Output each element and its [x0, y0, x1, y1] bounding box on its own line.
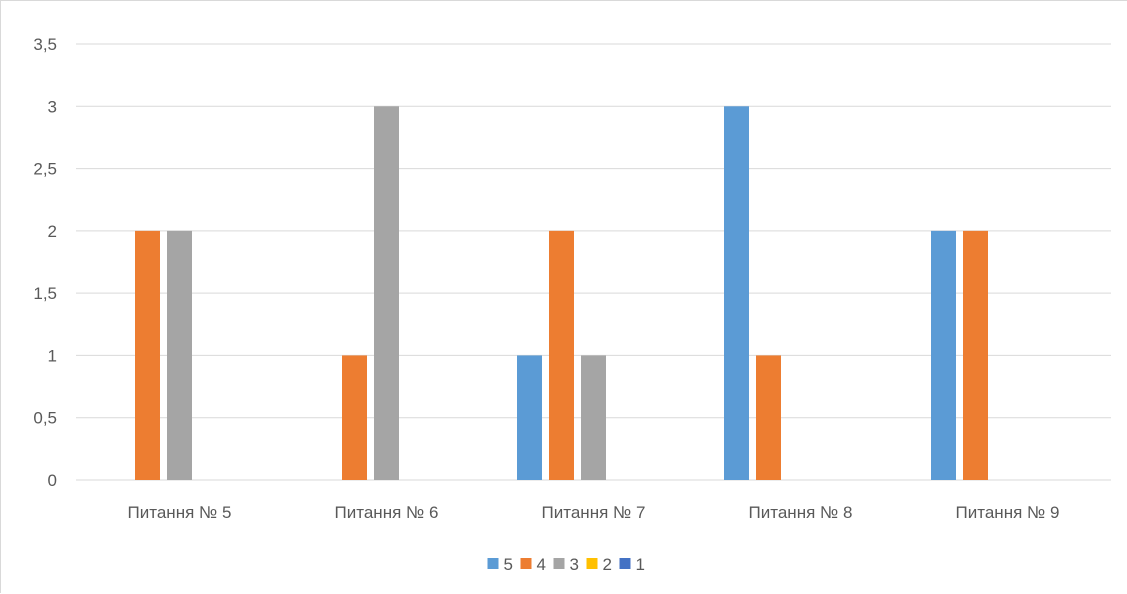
legend-swatch: [487, 558, 499, 569]
bar-series-5-5: [931, 230, 956, 480]
bar-series-4-1: [135, 230, 160, 480]
legend-label: 1: [636, 555, 645, 574]
legend-swatch: [520, 558, 532, 569]
bar-series-3-2: [374, 106, 399, 481]
legend-label: 3: [570, 555, 579, 574]
bar-series-5-3: [517, 355, 542, 480]
x-category-label: Питання № 8: [749, 503, 853, 522]
bar-series-3-3: [581, 355, 606, 480]
x-category-label: Питання № 9: [956, 503, 1060, 522]
bar-series-5-4: [724, 106, 749, 481]
legend-swatch: [553, 558, 565, 569]
y-tick-label: 3: [48, 97, 57, 116]
y-tick-label: 0,5: [33, 409, 57, 428]
y-tick-label: 0: [48, 471, 57, 490]
bars: [135, 106, 988, 481]
y-tick-label: 2,5: [33, 160, 57, 179]
legend-label: 4: [537, 555, 546, 574]
legend-label: 5: [504, 555, 513, 574]
y-tick-label: 1: [48, 346, 57, 365]
legend-swatch: [586, 558, 598, 569]
y-tick-label: 3,5: [33, 35, 57, 54]
bar-series-4-4: [756, 355, 781, 480]
legend: 5 4 3 2 1: [487, 555, 645, 574]
x-category-label: Питання № 7: [542, 503, 646, 522]
bar-series-4-2: [342, 355, 367, 480]
bar-series-3-1: [167, 230, 192, 480]
bar-series-4-3: [549, 230, 574, 480]
x-axis-category-labels: Питання № 5 Питання № 6 Питання № 7 Питання…: [128, 503, 1060, 522]
y-axis-tick-labels: 0 0,5 1 1,5 2 2,5 3 3,5: [33, 35, 57, 490]
legend-label: 2: [603, 555, 612, 574]
y-tick-label: 1,5: [33, 284, 57, 303]
x-category-label: Питання № 6: [335, 503, 439, 522]
y-tick-label: 2: [48, 222, 57, 241]
legend-swatch: [619, 558, 631, 569]
bar-series-4-5: [963, 230, 988, 480]
x-category-label: Питання № 5: [128, 503, 232, 522]
